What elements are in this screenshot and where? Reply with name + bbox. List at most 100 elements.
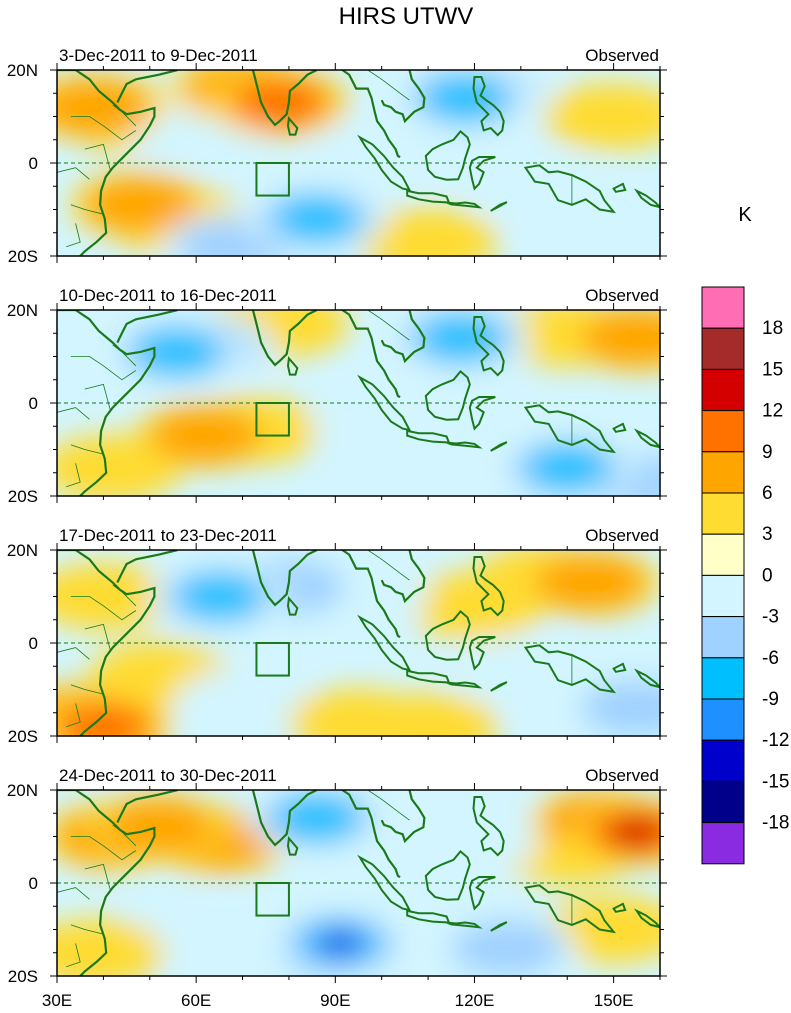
island-outline <box>633 908 660 929</box>
panel-ticks <box>50 63 667 263</box>
anomaly-contour <box>534 554 647 611</box>
colorbar-label: 12 <box>762 401 783 422</box>
panel-ticks <box>50 303 667 503</box>
colorbar-cell <box>701 780 745 824</box>
island-outline <box>490 441 508 452</box>
colorbar-cell <box>701 574 745 618</box>
coastlines <box>57 790 660 976</box>
colorbar-label: -6 <box>762 648 779 669</box>
coastline <box>57 550 156 736</box>
colorbar-cell <box>701 616 745 659</box>
island-outline <box>523 644 617 694</box>
island-outline <box>286 116 299 136</box>
island-outline <box>286 356 299 376</box>
country-border <box>84 143 111 171</box>
panel-label: Observed <box>585 526 659 545</box>
country-border <box>70 684 104 695</box>
island-outline <box>424 609 471 661</box>
island-outline <box>357 134 412 192</box>
country-border <box>66 943 81 968</box>
anomaly-contour <box>418 315 503 360</box>
colorbar-cell <box>701 533 745 576</box>
colorbar-label: 3 <box>762 524 773 545</box>
island-outline <box>523 164 617 214</box>
country-border <box>70 836 137 861</box>
coastline <box>57 310 156 496</box>
coastlines <box>57 282 660 496</box>
country-border <box>57 167 90 180</box>
anomaly-contour <box>135 329 220 374</box>
island-outline <box>286 836 299 856</box>
anomaly-contour <box>57 918 165 976</box>
panel-label: Observed <box>585 766 659 785</box>
coastline <box>116 790 178 823</box>
y-tick-label: 0 <box>29 154 38 173</box>
panel-period: 24-Dec-2011 to 30-Dec-2011 <box>59 766 277 785</box>
colorbar-label: 15 <box>762 359 783 380</box>
country-border <box>367 310 410 341</box>
map-panel-2: 20N 0 20S 10-Dec-2011 to 16-Dec-2011 Observe… <box>7 282 667 506</box>
colorbar-cell <box>701 657 745 700</box>
country-border <box>367 70 410 101</box>
coastline <box>116 70 178 103</box>
country-border <box>326 282 345 301</box>
anomaly-contour <box>103 799 216 856</box>
y-tick-label: 0 <box>29 874 38 893</box>
island-outline <box>468 396 496 431</box>
colorbar-label: -12 <box>762 730 789 751</box>
country-border <box>112 104 137 127</box>
island-outline <box>612 662 627 673</box>
island-outline <box>468 156 496 191</box>
y-tick-label: 20N <box>7 541 38 560</box>
colorbar-cell <box>701 410 745 453</box>
anomaly-contour <box>274 196 359 241</box>
anomaly-contour <box>404 802 545 871</box>
island-outline <box>424 129 471 181</box>
coastline <box>116 550 178 583</box>
coastlines <box>57 70 660 256</box>
colorbar-cell <box>701 286 745 329</box>
coastline <box>341 790 401 879</box>
country-border <box>367 550 410 581</box>
country-border <box>326 522 345 541</box>
anomaly-contour <box>474 156 615 225</box>
x-tick-label: 30E <box>42 991 72 1010</box>
panel-period: 17-Dec-2011 to 23-Dec-2011 <box>59 526 277 545</box>
colorbar-cell <box>701 698 745 741</box>
anomaly-contour <box>543 82 660 151</box>
anomaly-contour <box>620 822 653 841</box>
region-box <box>255 402 290 437</box>
coastline <box>228 70 318 127</box>
anomaly-contour <box>237 80 322 125</box>
island-outline <box>286 596 299 616</box>
colorbar-cell <box>701 822 745 865</box>
island-outline <box>357 854 412 912</box>
map-panel-4: 20N 0 20S 24-Dec-2011 to 30-Dec-2011 Observe… <box>7 766 667 986</box>
colorbar-label: 6 <box>762 483 773 504</box>
anomaly-field <box>57 790 660 976</box>
y-tick-label: 0 <box>29 394 38 413</box>
coastline <box>380 70 426 124</box>
colorbar-cell <box>701 492 745 535</box>
country-border <box>70 116 137 141</box>
island-outline <box>612 902 627 913</box>
island-outline <box>633 668 660 689</box>
country-border <box>70 204 104 215</box>
anomaly-contour <box>61 704 146 736</box>
colorbar-cell <box>701 368 745 412</box>
island-outline <box>490 921 508 932</box>
anomaly-contour <box>323 934 356 953</box>
country-border <box>112 584 137 607</box>
island-outline <box>357 614 412 672</box>
y-tick-label: 20N <box>7 781 38 800</box>
colorbar-label: -15 <box>762 771 789 792</box>
colorbar-label: 18 <box>762 318 783 339</box>
region-box <box>255 882 290 917</box>
panel-ticks <box>50 783 667 983</box>
island-outline <box>490 201 508 212</box>
panel-period: 10-Dec-2011 to 16-Dec-2011 <box>59 286 277 305</box>
coastline <box>380 550 426 604</box>
panel-label: Observed <box>585 46 659 65</box>
region-box <box>255 642 290 677</box>
